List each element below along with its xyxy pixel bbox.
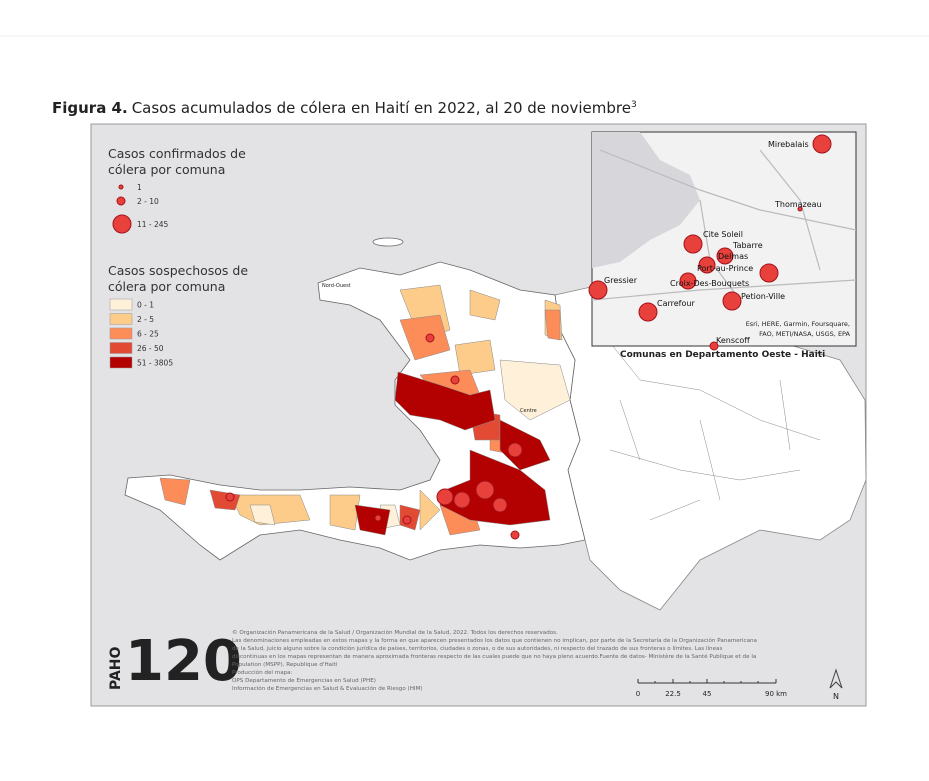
case-circle [638,302,658,322]
legend-symbol [112,214,132,234]
attribution: Esri, HERE, Garmin, Foursquare, [746,320,850,328]
legend-item: 0 - 1 [137,301,154,310]
scale-label: 45 [703,690,712,698]
legend-item: 2 - 10 [137,197,159,206]
class-51-3805 [354,371,551,536]
place-label: Cite Soleil [703,230,743,239]
legend-item: 26 - 50 [137,344,164,353]
note-line: Producción del mapa: [232,669,293,676]
legend-item: 1 [137,183,142,192]
case-circle [507,442,523,458]
case-circle [225,492,235,502]
legend-item: 51 - 3805 [137,359,173,368]
case-circle [759,263,779,283]
place-label: Croix-Des-Bouquets [670,279,749,288]
case-circle [510,530,520,540]
caption-text: Casos acumulados de cólera en Haití en 2… [132,99,631,117]
case-circle [402,515,412,525]
legend-symbol [118,184,124,190]
legend-item: 6 - 25 [137,330,159,339]
case-circles [225,333,523,540]
legend-swatch [109,298,133,311]
north-label: N [833,692,839,701]
case-circle [450,375,460,385]
case-circle [812,134,832,154]
legend-title: cólera por comuna [108,162,225,177]
dr-borders [599,329,821,521]
case-circle [679,272,697,290]
case-circle [425,333,435,343]
note-line: Las denominaciones empleadas en estos ma… [232,637,757,644]
inset: Mirebalais Thomazeau Cite Soleil Tabarre Del… [588,131,857,360]
footer-notes: © Organización Panamericana de la Salud … [232,629,757,692]
case-circle [374,514,382,522]
place-label: Petion-Ville [741,292,785,301]
case-circle [716,247,734,265]
case-circle [588,280,608,300]
inset-caption: Comunas en Departamento Oeste - Haiti [620,350,825,360]
legend-swatch [109,313,133,325]
tortuga [372,237,404,247]
north-arrow [829,668,843,689]
note-line: discontinuas en los mapas representan de… [232,653,756,660]
legend-item: 2 - 5 [137,315,154,324]
place-label: Delmas [718,252,748,261]
case-circle [698,256,716,274]
legend-symbol [116,196,126,206]
place-label: Port-au-Prince [697,264,753,273]
case-circle [709,341,719,351]
legend-classes: 0 - 1 2 - 5 6 - 25 26 - 50 51 - 3805 [109,298,173,369]
place-label: Gressier [604,276,638,285]
footnote-ref: 3 [631,100,637,110]
place-label: Carrefour [657,299,695,308]
case-circle [453,491,471,509]
legend-item: 11 - 245 [137,220,169,229]
legend-swatch [109,356,133,369]
figure-caption: Figura 4. Casos acumulados de cólera en H… [52,99,637,117]
legend: Casos confirmados de cólera por comuna 1… [108,146,248,369]
scale-bar: 0 22.5 45 90 km N [636,668,843,701]
scale-label: 22.5 [665,690,681,698]
case-circle [475,480,495,500]
place-label: Kenscoff [716,336,750,345]
scale-label: 90 km [765,690,787,698]
place-label: Tabarre [732,241,763,250]
legend-swatch [109,342,133,354]
case-circle [683,234,703,254]
logo-name: PAHO [108,646,124,690]
legend-title: cólera por comuna [108,279,225,294]
place-label: Mirebalais [768,140,809,149]
attribution: FAO, METI/NASA, USGS, EPA [759,330,850,338]
note-line: © Organización Panamericana de la Salud … [232,629,558,636]
legend-title: Casos sospechosos de [108,263,248,278]
class-2-5 [229,284,563,531]
note-line: de la Salud, juicio alguno sobre la cond… [232,645,722,652]
case-circle [722,291,742,311]
region-label: Centre [520,408,537,414]
place-label: Thomazeau [774,200,822,209]
scale-label: 0 [636,690,640,698]
inset-bay [592,132,700,268]
legend-title: Casos confirmados de [108,146,246,161]
legend-swatch [109,327,133,340]
case-circle [492,497,508,513]
region-label: Nord-Ouest [322,283,351,289]
figure-label: Figura 4. [52,99,128,117]
map: Nord-Ouest Centre Casos confirmados de c… [90,123,867,707]
scale-ticks [637,679,777,683]
logo: PAHO 120 [108,629,242,694]
note-line: OPS Departamento de Emergencias en Salud… [232,678,376,684]
case-circle [436,488,454,506]
case-circle [797,206,803,212]
note-line: Información de Emergencias en Salud & Ev… [232,685,423,692]
inset-places: Mirebalais Thomazeau Cite Soleil Tabarre Del… [604,140,822,345]
logo-number: 120 [125,629,242,694]
note-line: Population (MSPP), Republique d'Haiti [232,662,338,668]
